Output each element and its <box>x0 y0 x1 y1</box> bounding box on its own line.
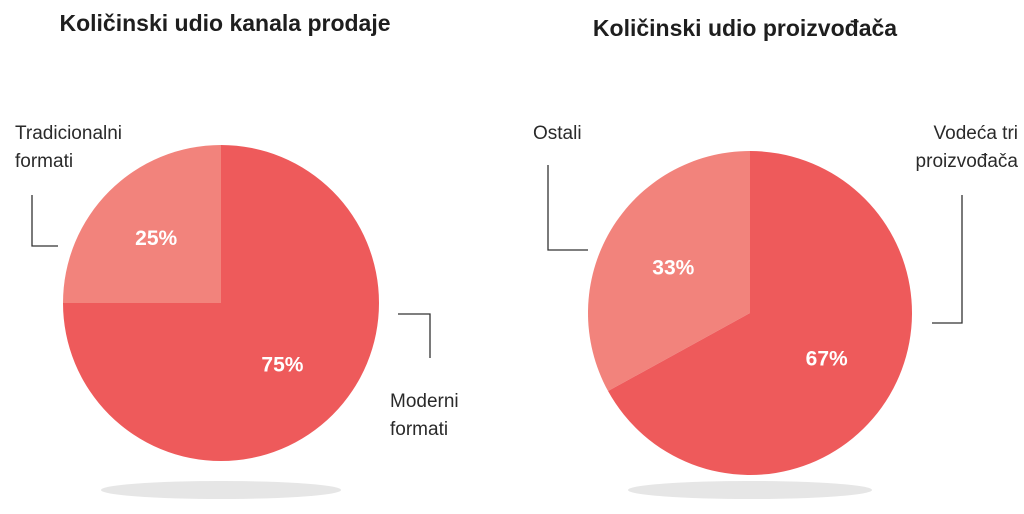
legend-label-line: Moderni <box>390 391 459 412</box>
pie-slice <box>63 145 221 303</box>
legend-label-line: proizvođača <box>915 151 1018 172</box>
leader-line <box>398 313 431 358</box>
legend-label-traditional-formats: Tradicionalni formati <box>15 120 185 176</box>
pie-slice-value-label: 33% <box>652 257 694 280</box>
pie-shadow <box>628 481 872 499</box>
pie-slice-value-label: 75% <box>261 353 303 376</box>
pie-shadow <box>101 481 341 499</box>
chart-title-sales-channels: Količinski udio kanala prodaje <box>59 10 391 36</box>
legend-label-line: Vodeća tri <box>933 123 1019 144</box>
leader-line <box>31 195 58 247</box>
leader-line <box>547 165 588 251</box>
legend-label-line: formati <box>390 419 449 440</box>
legend-label-line: Tradicionalni <box>15 123 123 144</box>
legend-label-modern-formats: Moderni formati <box>390 388 510 444</box>
pie-slice-value-label: 67% <box>806 347 848 370</box>
legend-label-line: Ostali <box>533 123 582 144</box>
legend-label-top-three-producers: Vodeća tri proizvođača <box>858 120 1018 176</box>
legend-label-others: Ostali <box>533 120 643 148</box>
legend-label-line: formati <box>15 151 74 172</box>
pie-slice <box>63 145 379 461</box>
pie-slice <box>608 151 912 475</box>
pie-slice-value-label: 25% <box>135 227 177 250</box>
pie-slice <box>588 150 750 392</box>
chart-title-producers: Količinski udio proizvođača <box>592 15 898 41</box>
leader-line <box>932 195 963 324</box>
